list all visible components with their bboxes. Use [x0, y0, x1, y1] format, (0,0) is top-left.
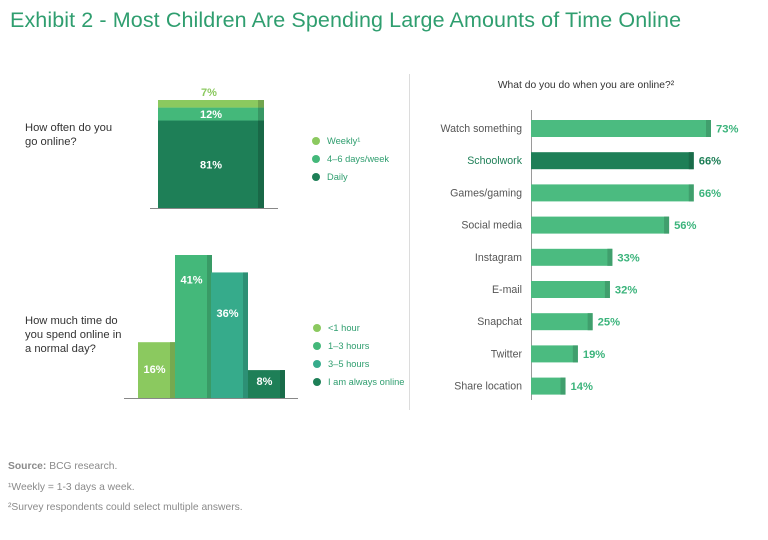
legend-dot-icon — [313, 342, 321, 350]
legend-item-4-6-days: 4–6 days/week — [312, 154, 412, 165]
category-label: Games/gaming — [450, 187, 522, 199]
question-frequency: How often do you go online? — [25, 122, 113, 148]
legend-item-3-5-hours: 3–5 hours — [313, 359, 413, 370]
legend-label: <1 hour — [328, 323, 360, 333]
column-bar — [138, 342, 175, 398]
activity-bar — [531, 377, 566, 395]
legend-label: 4–6 days/week — [327, 154, 390, 164]
data-label: 66% — [699, 188, 721, 200]
legend-frequency: Weekly¹ 4–6 days/week Daily — [312, 136, 412, 190]
activity-bar-shade — [572, 345, 578, 363]
legend-label: Weekly¹ — [327, 136, 361, 146]
legend-label: I am always online — [328, 377, 405, 387]
data-label: 7% — [201, 87, 217, 99]
footnote-1: ¹Weekly = 1-3 days a week. — [8, 482, 135, 493]
category-label: Instagram — [475, 252, 522, 264]
data-label: 81% — [200, 159, 222, 171]
legend-item-weekly: Weekly¹ — [312, 136, 412, 147]
column-bar-shade — [243, 272, 248, 398]
category-label: Snapchat — [477, 316, 522, 328]
stacked-segment-shade — [258, 107, 264, 121]
data-label: 25% — [598, 317, 620, 329]
category-label: E-mail — [492, 284, 522, 296]
data-label: 36% — [216, 308, 238, 320]
activity-bar — [531, 313, 593, 331]
legend-label: 1–3 hours — [328, 341, 370, 351]
footnote-2: ²Survey respondents could select multipl… — [8, 502, 243, 513]
legend-item-daily: Daily — [312, 172, 412, 183]
stacked-segment-shade — [258, 120, 264, 208]
activity-bar — [531, 120, 711, 137]
data-label: 73% — [716, 124, 738, 136]
stacked-segment-shade — [258, 100, 264, 108]
column-divider — [409, 74, 410, 410]
data-label: 32% — [615, 285, 637, 297]
legend-dot-icon — [312, 173, 320, 181]
category-label: Schoolwork — [467, 155, 522, 167]
activity-bar-shade — [607, 248, 613, 266]
column-bar-shade — [170, 342, 175, 398]
stacked-segment-0 — [158, 100, 264, 108]
activity-bar-shade — [604, 281, 610, 298]
data-label: 33% — [617, 252, 639, 264]
category-label: Twitter — [491, 348, 523, 360]
activity-bar — [531, 216, 670, 234]
category-label: Share location — [454, 381, 522, 393]
legend-dot-icon — [313, 324, 321, 332]
data-label: 56% — [674, 220, 696, 232]
legend-item-1-3-hours: 1–3 hours — [313, 341, 413, 352]
column-bar-shade — [207, 255, 212, 398]
legend-label: Daily — [327, 172, 348, 182]
activity-bar-shade — [688, 184, 694, 202]
activity-bar-shade — [560, 377, 566, 395]
activity-bar — [531, 184, 694, 202]
data-label: 66% — [699, 156, 721, 168]
legend-dot-icon — [312, 155, 320, 163]
stacked-segment-2 — [158, 120, 264, 208]
activities-chart-title: What do you do when you are online?² — [497, 80, 675, 91]
activity-bar-shade — [664, 216, 670, 234]
legend-daily-time: <1 hour 1–3 hours 3–5 hours I am always … — [313, 323, 413, 395]
data-label: 8% — [257, 376, 273, 388]
legend-dot-icon — [313, 378, 321, 386]
column-bar — [175, 255, 212, 398]
activity-bar — [531, 152, 694, 170]
stacked-segment-1 — [158, 107, 264, 121]
activity-bar — [531, 345, 578, 363]
legend-dot-icon — [312, 137, 320, 145]
column-bar — [211, 272, 248, 398]
column-bar-shade — [280, 370, 285, 398]
activity-bar-shade — [688, 152, 694, 170]
category-label: Social media — [461, 220, 522, 232]
data-label: 16% — [143, 364, 165, 376]
activity-bar — [531, 281, 610, 298]
question-daily-time: How much time do you spend online in a n… — [25, 315, 122, 355]
data-label: 14% — [571, 381, 593, 393]
data-label: 19% — [583, 349, 605, 361]
source-label: Source: — [8, 461, 47, 472]
activity-bar-shade — [587, 313, 593, 331]
source-text: BCG research. — [46, 461, 118, 472]
data-label: 41% — [180, 275, 202, 287]
legend-item-always-online: I am always online — [313, 377, 413, 388]
legend-item-less-1-hour: <1 hour — [313, 323, 413, 334]
category-label: Watch something — [441, 123, 523, 135]
source-note: Source: BCG research. — [8, 461, 117, 472]
legend-label: 3–5 hours — [328, 359, 370, 369]
column-bar — [248, 370, 285, 398]
data-label: 12% — [200, 109, 222, 121]
legend-dot-icon — [313, 360, 321, 368]
activity-bar-shade — [706, 120, 711, 137]
activity-bar — [531, 248, 613, 266]
page-title: Exhibit 2 - Most Children Are Spending L… — [10, 8, 682, 32]
